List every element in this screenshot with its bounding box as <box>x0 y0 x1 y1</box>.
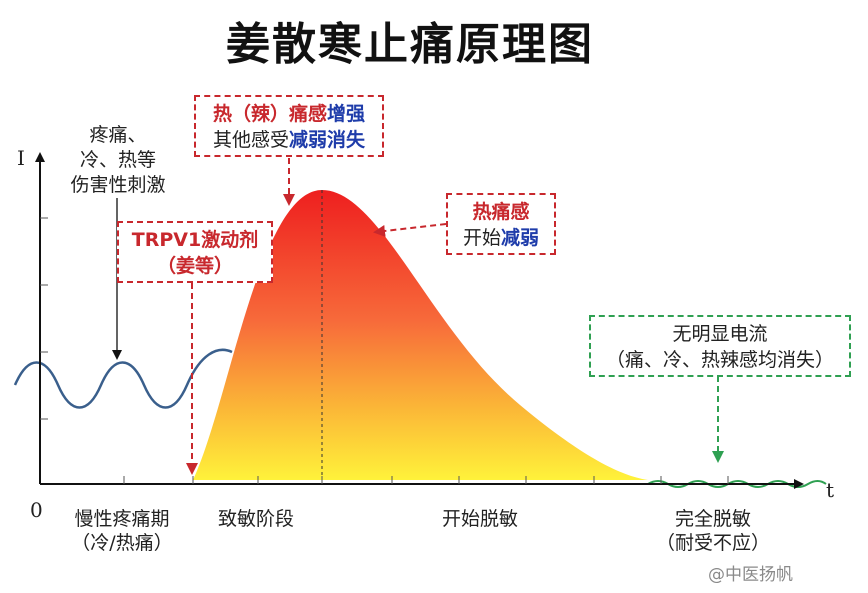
stage-title: 慢性疼痛期 <box>74 508 170 530</box>
origin-label: 0 <box>30 498 43 522</box>
watermark: @中医扬帆 <box>708 565 793 585</box>
weaken-box: 热痛感 开始减弱 <box>446 193 556 255</box>
peak-pain-text: 热（辣）痛感 <box>212 103 327 125</box>
stage-full-desensitization: 完全脱敏 （耐受不应） <box>648 507 778 555</box>
stage-sensitization: 致敏阶段 <box>196 507 316 531</box>
no-current-box: 无明显电流 （痛、冷、热辣感均消失） <box>589 315 851 377</box>
diagram-title: 姜散寒止痛原理图 <box>226 19 594 70</box>
y-axis-label: I <box>17 146 25 170</box>
weaken-start-text: 开始 <box>462 227 501 249</box>
stage-title: 开始脱敏 <box>441 508 518 530</box>
weaken-text: 减弱 <box>501 227 540 249</box>
stage-subtitle: （耐受不应） <box>655 532 770 554</box>
stage-subtitle: （冷/热痛） <box>71 532 173 554</box>
agonist-example: （姜等） <box>156 255 233 277</box>
noxious-note-line: 疼痛、 <box>89 124 147 146</box>
no-current-title: 无明显电流 <box>672 323 768 345</box>
stage-title: 完全脱敏 <box>674 508 751 530</box>
peak-increase-text: 增强 <box>327 103 366 125</box>
weaken-arrow <box>373 223 447 237</box>
sensitization-curve <box>193 190 648 480</box>
stage-desensitization-start: 开始脱敏 <box>420 507 540 531</box>
x-axis-label: t <box>826 478 835 502</box>
peak-box: 热（辣）痛感增强 其他感受减弱消失 <box>194 95 384 157</box>
stage-chronic-pain: 慢性疼痛期 （冷/热痛） <box>52 507 192 555</box>
agonist-label: TRPV1激动剂 <box>131 229 259 251</box>
stage-title: 致敏阶段 <box>217 508 294 530</box>
noxious-stimulus-note: 疼痛、 冷、热等 伤害性刺激 <box>58 123 178 198</box>
noxious-note-line: 伤害性刺激 <box>70 174 166 196</box>
chronic-pain-wave <box>13 348 233 409</box>
no-current-detail: （痛、冷、热辣感均消失） <box>605 349 834 371</box>
y-axis-ticks <box>40 217 48 420</box>
peak-other-text: 其他感受 <box>212 129 289 151</box>
agonist-box: TRPV1激动剂 （姜等） <box>117 221 273 283</box>
x-axis-ticks <box>123 476 729 484</box>
weaken-title: 热痛感 <box>472 201 530 223</box>
noxious-note-line: 冷、热等 <box>79 149 156 171</box>
peak-fade-text: 减弱消失 <box>289 129 366 151</box>
